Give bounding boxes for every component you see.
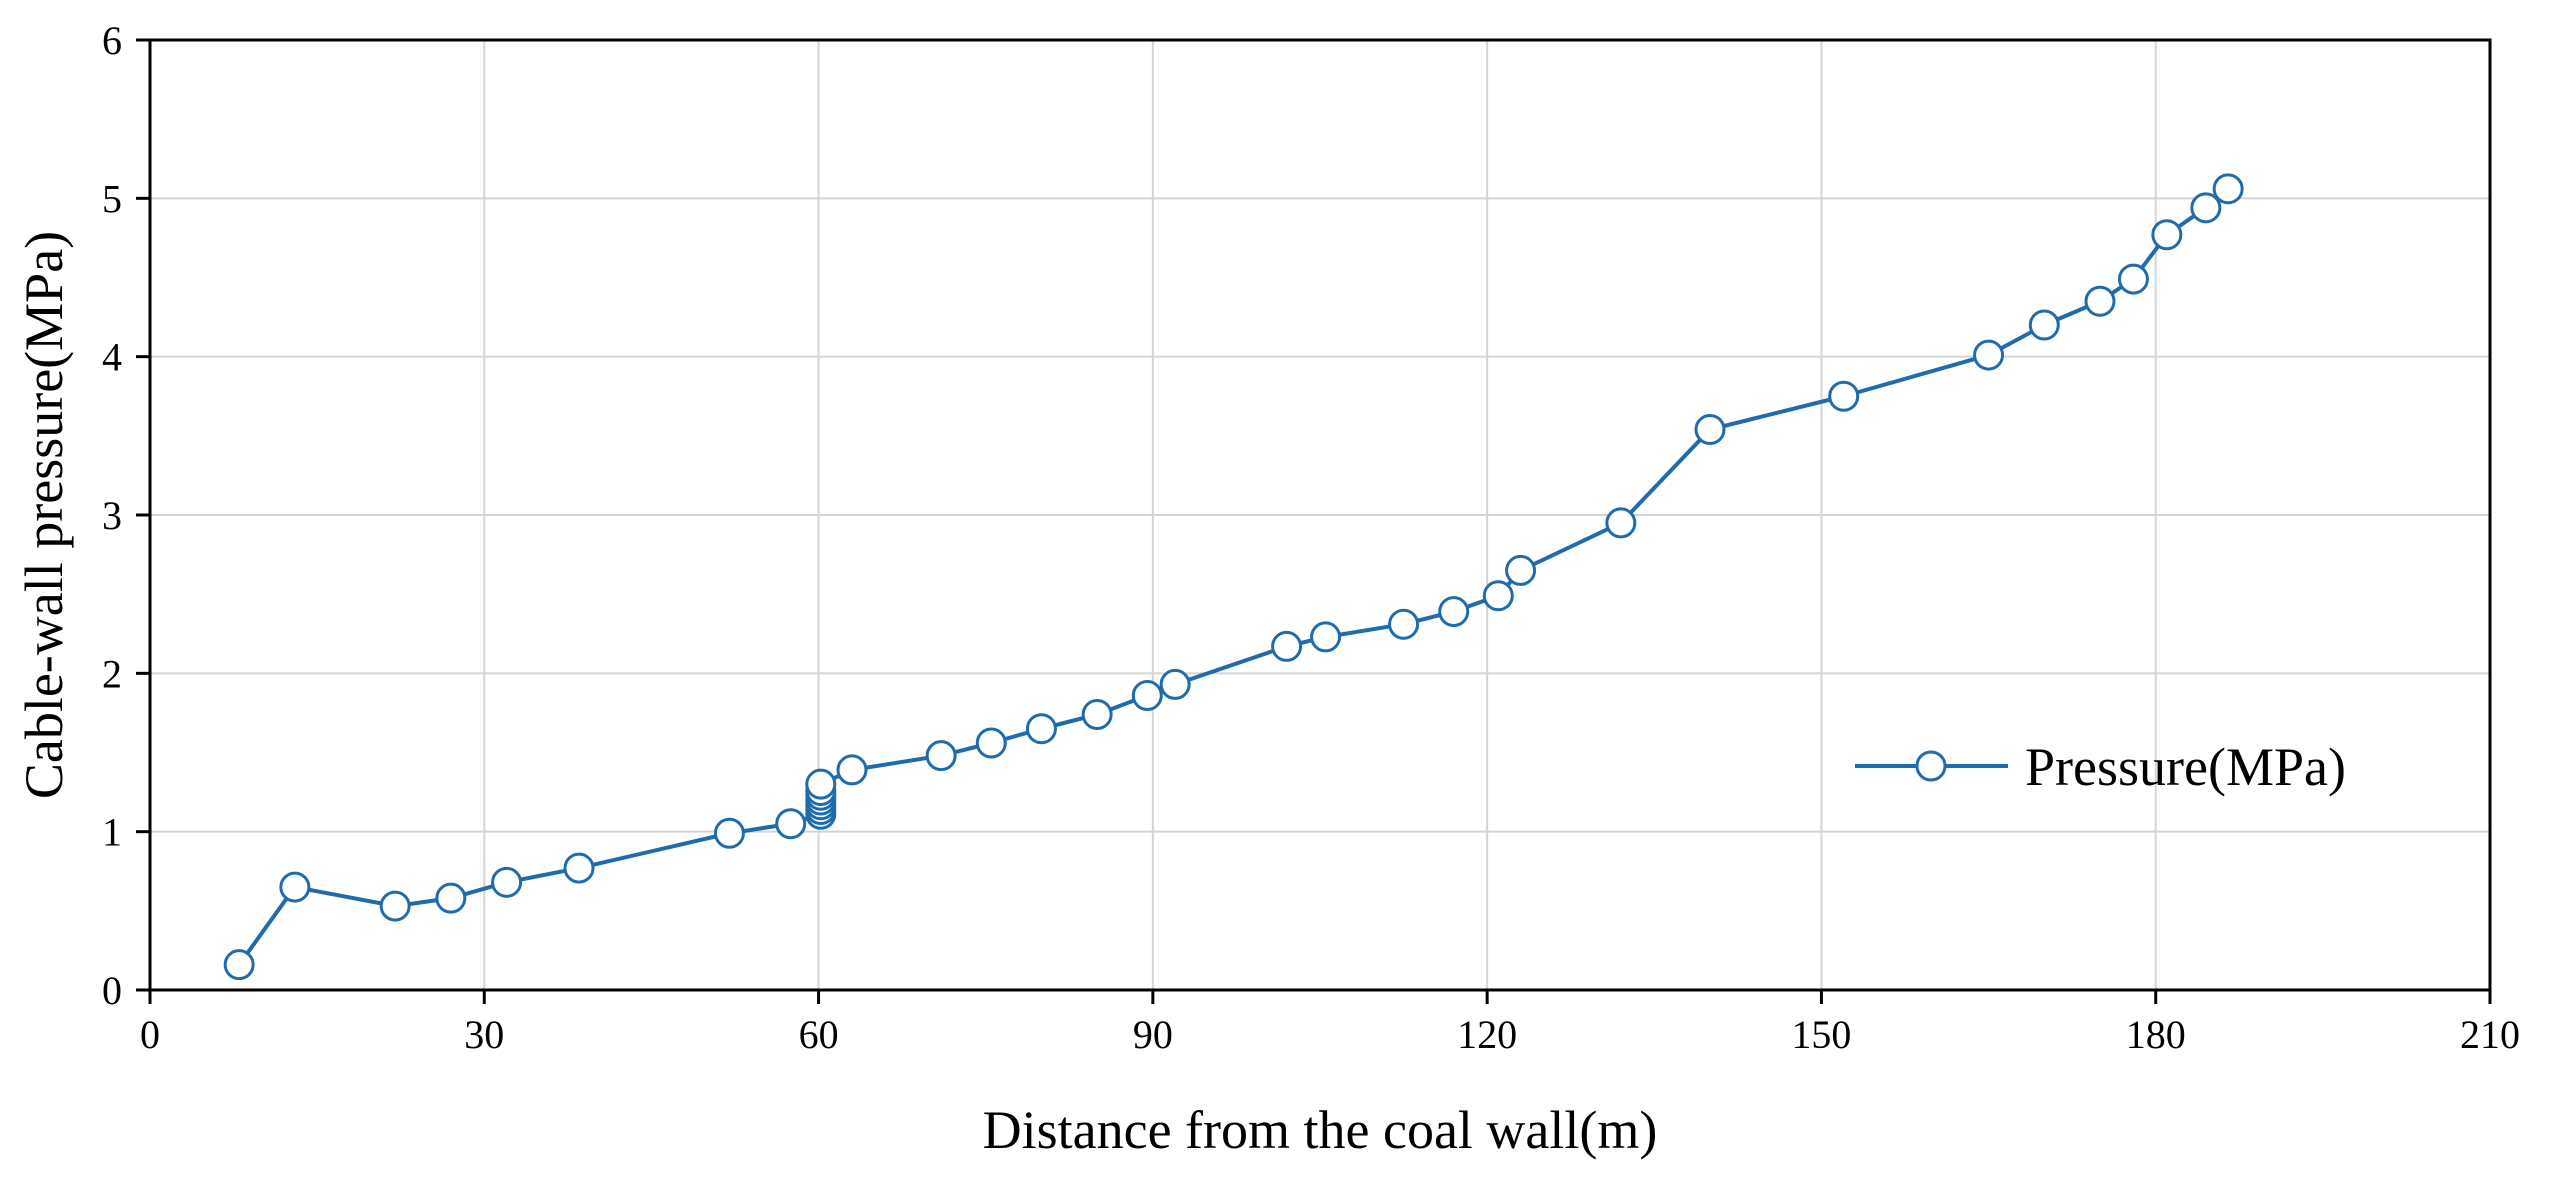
data-point — [1310, 621, 1342, 653]
grid-lines — [150, 40, 2490, 990]
data-point — [2212, 173, 2244, 205]
data-point — [2117, 263, 2149, 295]
data-point — [2028, 309, 2060, 341]
x-tick-label: 120 — [1457, 1012, 1517, 1057]
legend: Pressure(MPa) — [1855, 737, 2346, 797]
x-tick-label: 210 — [2460, 1012, 2520, 1057]
y-tick-label: 4 — [102, 335, 122, 380]
x-tick-label: 180 — [2126, 1012, 2186, 1057]
data-point — [713, 817, 745, 849]
data-point — [1482, 580, 1514, 612]
data-point — [1505, 554, 1537, 586]
data-point — [1131, 680, 1163, 711]
data-point — [223, 949, 255, 981]
data-point — [1025, 713, 1057, 745]
data-point — [1694, 414, 1726, 445]
y-tick-label: 1 — [102, 810, 122, 855]
y-tick-label: 3 — [102, 493, 122, 538]
data-point — [279, 871, 311, 903]
x-tick-label: 30 — [464, 1012, 504, 1057]
data-point — [775, 808, 807, 840]
legend-label: Pressure(MPa) — [2025, 737, 2346, 797]
data-point — [836, 754, 868, 786]
data-point — [2151, 219, 2183, 251]
data-point — [379, 890, 411, 922]
y-tick-label: 5 — [102, 176, 122, 221]
series-layer — [223, 173, 2244, 981]
data-point — [2084, 285, 2116, 317]
x-tick-label: 0 — [140, 1012, 160, 1057]
data-point — [975, 727, 1007, 759]
data-point — [805, 768, 837, 800]
data-point — [1828, 380, 1860, 412]
y-tick-label: 0 — [102, 968, 122, 1013]
data-point — [925, 740, 957, 772]
y-tick-label: 2 — [102, 651, 122, 696]
data-point — [1388, 608, 1420, 640]
series-line — [237, 187, 2230, 966]
data-point — [1081, 699, 1113, 730]
plot-frame — [148, 38, 2492, 992]
data-point — [1159, 668, 1191, 700]
y-tick-label: 6 — [102, 18, 122, 63]
data-point — [2190, 192, 2222, 224]
y-tick-labels: 0 1 2 3 4 5 6 — [102, 18, 122, 1013]
data-point — [435, 882, 467, 914]
x-axis-title: Distance from the coal wall(m) — [983, 1100, 1658, 1160]
data-point — [563, 852, 595, 884]
data-point — [491, 866, 523, 898]
x-tick-label: 150 — [1791, 1012, 1851, 1057]
x-tick-label: 90 — [1133, 1012, 1173, 1057]
data-point — [1605, 507, 1637, 539]
axis-ticks — [136, 38, 2492, 1004]
x-tick-labels: 0 30 60 90 120 150 180 210 — [140, 1012, 2520, 1057]
data-point — [1438, 596, 1470, 628]
legend-marker — [1915, 750, 1947, 782]
x-tick-label: 60 — [799, 1012, 839, 1057]
data-point — [1271, 630, 1303, 662]
y-axis-title: Cable-wall pressure(MPa) — [14, 231, 74, 799]
data-point — [1973, 339, 2005, 371]
